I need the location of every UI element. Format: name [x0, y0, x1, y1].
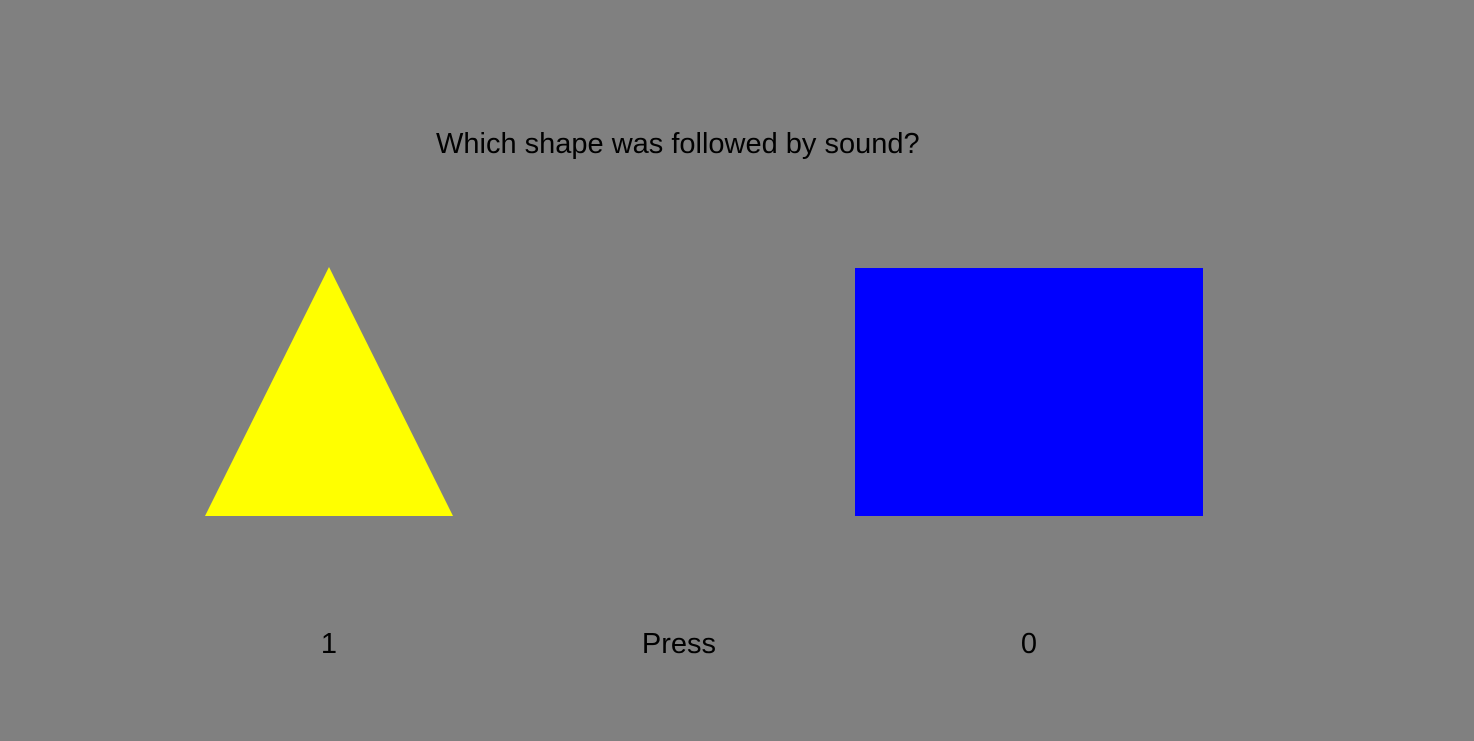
yellow-triangle-option[interactable]: [205, 267, 453, 516]
right-key-label: 0: [1020, 628, 1038, 660]
rectangle-shape: [855, 268, 1203, 516]
triangle-shape: [205, 267, 453, 516]
question-text: Which shape was followed by sound?: [436, 128, 920, 160]
left-key-label: 1: [320, 628, 338, 660]
press-instruction: Press: [641, 628, 717, 660]
blue-rectangle-option[interactable]: [855, 268, 1203, 516]
